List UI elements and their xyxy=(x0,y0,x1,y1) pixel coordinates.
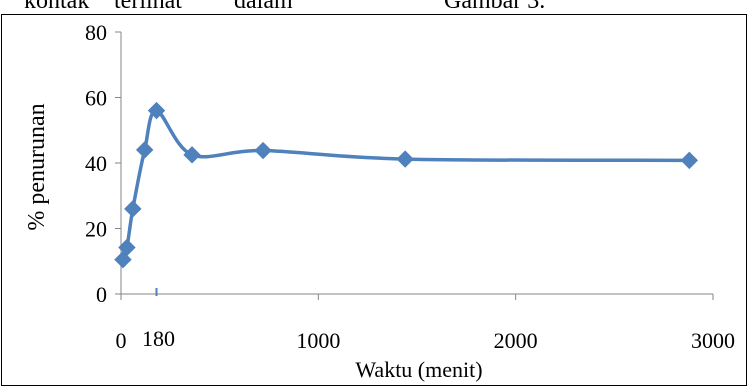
data-point-marker xyxy=(135,141,154,159)
y-tick-label: 20 xyxy=(85,217,107,242)
axes: 0 20 40 60 80 0 1000 2000 3000 180 xyxy=(85,20,735,353)
x-tick-label: 0 xyxy=(116,328,127,353)
data-point-marker xyxy=(254,141,272,160)
data-point-marker xyxy=(396,150,414,168)
data-point-marker xyxy=(680,151,699,170)
series-line xyxy=(121,108,690,261)
y-axis-label: % penurunan xyxy=(24,103,50,230)
y-tick-label: 60 xyxy=(85,86,107,111)
x-tick-label: 1000 xyxy=(296,328,340,353)
caption-word: Gambar 3. xyxy=(444,0,546,14)
data-point-marker xyxy=(183,146,201,164)
caption-word: terlihat xyxy=(114,0,182,14)
x-axis-label: Waktu (menit) xyxy=(355,357,482,382)
data-point-marker xyxy=(147,101,166,120)
caption-word: kontak xyxy=(24,0,90,14)
series-layer xyxy=(114,101,699,269)
y-tick-label: 40 xyxy=(85,151,107,176)
caption-fragment: kontak terlihat dalam Gambar 3. xyxy=(0,0,750,14)
x-tick-label-180: 180 xyxy=(142,326,175,351)
data-point-marker xyxy=(124,200,142,218)
x-tick-label: 3000 xyxy=(691,328,735,353)
data-point-marker xyxy=(118,238,136,257)
chart-frame: 0 20 40 60 80 0 1000 2000 3000 180 Waktu (menit) … xyxy=(1,14,747,386)
y-tick-label: 0 xyxy=(96,282,107,307)
x-tick-label: 2000 xyxy=(494,328,538,353)
y-tick-label: 80 xyxy=(85,20,107,45)
caption-word: dalam xyxy=(234,0,293,14)
